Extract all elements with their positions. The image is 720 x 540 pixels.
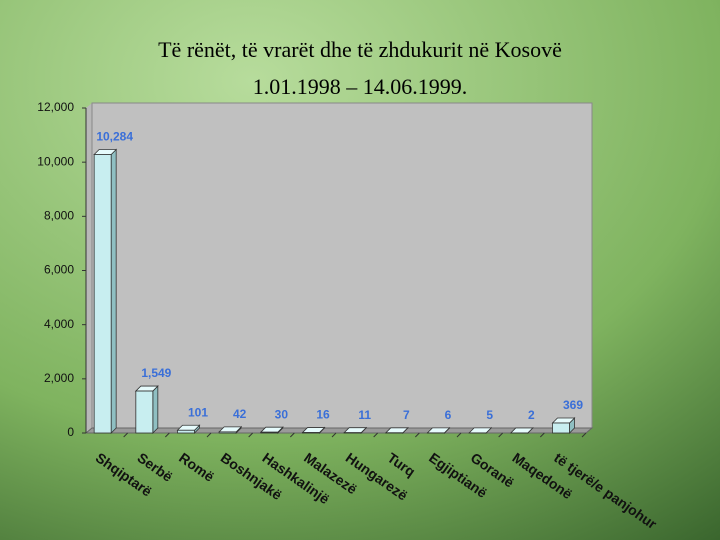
bar <box>93 148 118 434</box>
value-label: 369 <box>563 398 583 412</box>
x-tick <box>581 432 587 438</box>
bar-front <box>260 431 279 434</box>
y-tick-label: 10,000 <box>37 154 74 168</box>
value-label: 6 <box>445 408 452 422</box>
x-tick <box>164 432 170 438</box>
x-tick <box>123 432 129 438</box>
value-label: 2 <box>528 408 535 422</box>
value-label: 30 <box>275 407 289 421</box>
bar <box>218 425 243 434</box>
bar-side <box>152 385 159 434</box>
x-tick <box>206 432 212 438</box>
y-tick-label: 4,000 <box>44 317 74 331</box>
bar-front <box>552 422 570 434</box>
x-tick <box>539 432 545 438</box>
bar <box>551 417 576 434</box>
x-tick <box>373 432 379 438</box>
bar-front <box>218 431 237 434</box>
value-label: 16 <box>316 408 330 422</box>
value-label: 11 <box>358 408 371 422</box>
x-tick <box>456 432 462 438</box>
value-label: 101 <box>188 405 208 419</box>
bar-front <box>93 154 112 434</box>
bar <box>134 385 159 434</box>
y-tick-label: 0 <box>67 425 74 439</box>
y-tick-label: 2,000 <box>44 371 74 385</box>
bar <box>509 426 534 434</box>
bar <box>343 426 368 434</box>
y-tick-label: 6,000 <box>44 263 74 277</box>
value-label: 10,284 <box>96 130 133 144</box>
bar <box>384 426 409 434</box>
plot-area <box>91 102 593 429</box>
x-tick <box>331 432 337 438</box>
x-tick <box>414 432 420 438</box>
chart-subtitle: 1.01.1998 – 14.06.1999. <box>253 74 468 99</box>
x-tick <box>289 432 295 438</box>
bar <box>468 426 493 434</box>
value-label: 7 <box>403 408 410 422</box>
bar <box>301 426 326 434</box>
value-label: 42 <box>233 407 247 421</box>
value-label: 1,549 <box>141 366 171 380</box>
bar <box>426 426 451 434</box>
value-label: 5 <box>486 408 493 422</box>
bar <box>259 426 284 434</box>
y-tick-label: 8,000 <box>44 209 74 223</box>
x-tick <box>248 432 254 438</box>
bar-front <box>135 390 154 434</box>
bar-front <box>177 429 195 434</box>
chart-title: Të rënët, të vrarët dhe të zhdukurit në … <box>158 37 562 62</box>
bar-side <box>110 148 117 434</box>
y-tick-label: 12,000 <box>37 100 74 114</box>
x-tick <box>498 432 504 438</box>
bar <box>176 424 201 434</box>
